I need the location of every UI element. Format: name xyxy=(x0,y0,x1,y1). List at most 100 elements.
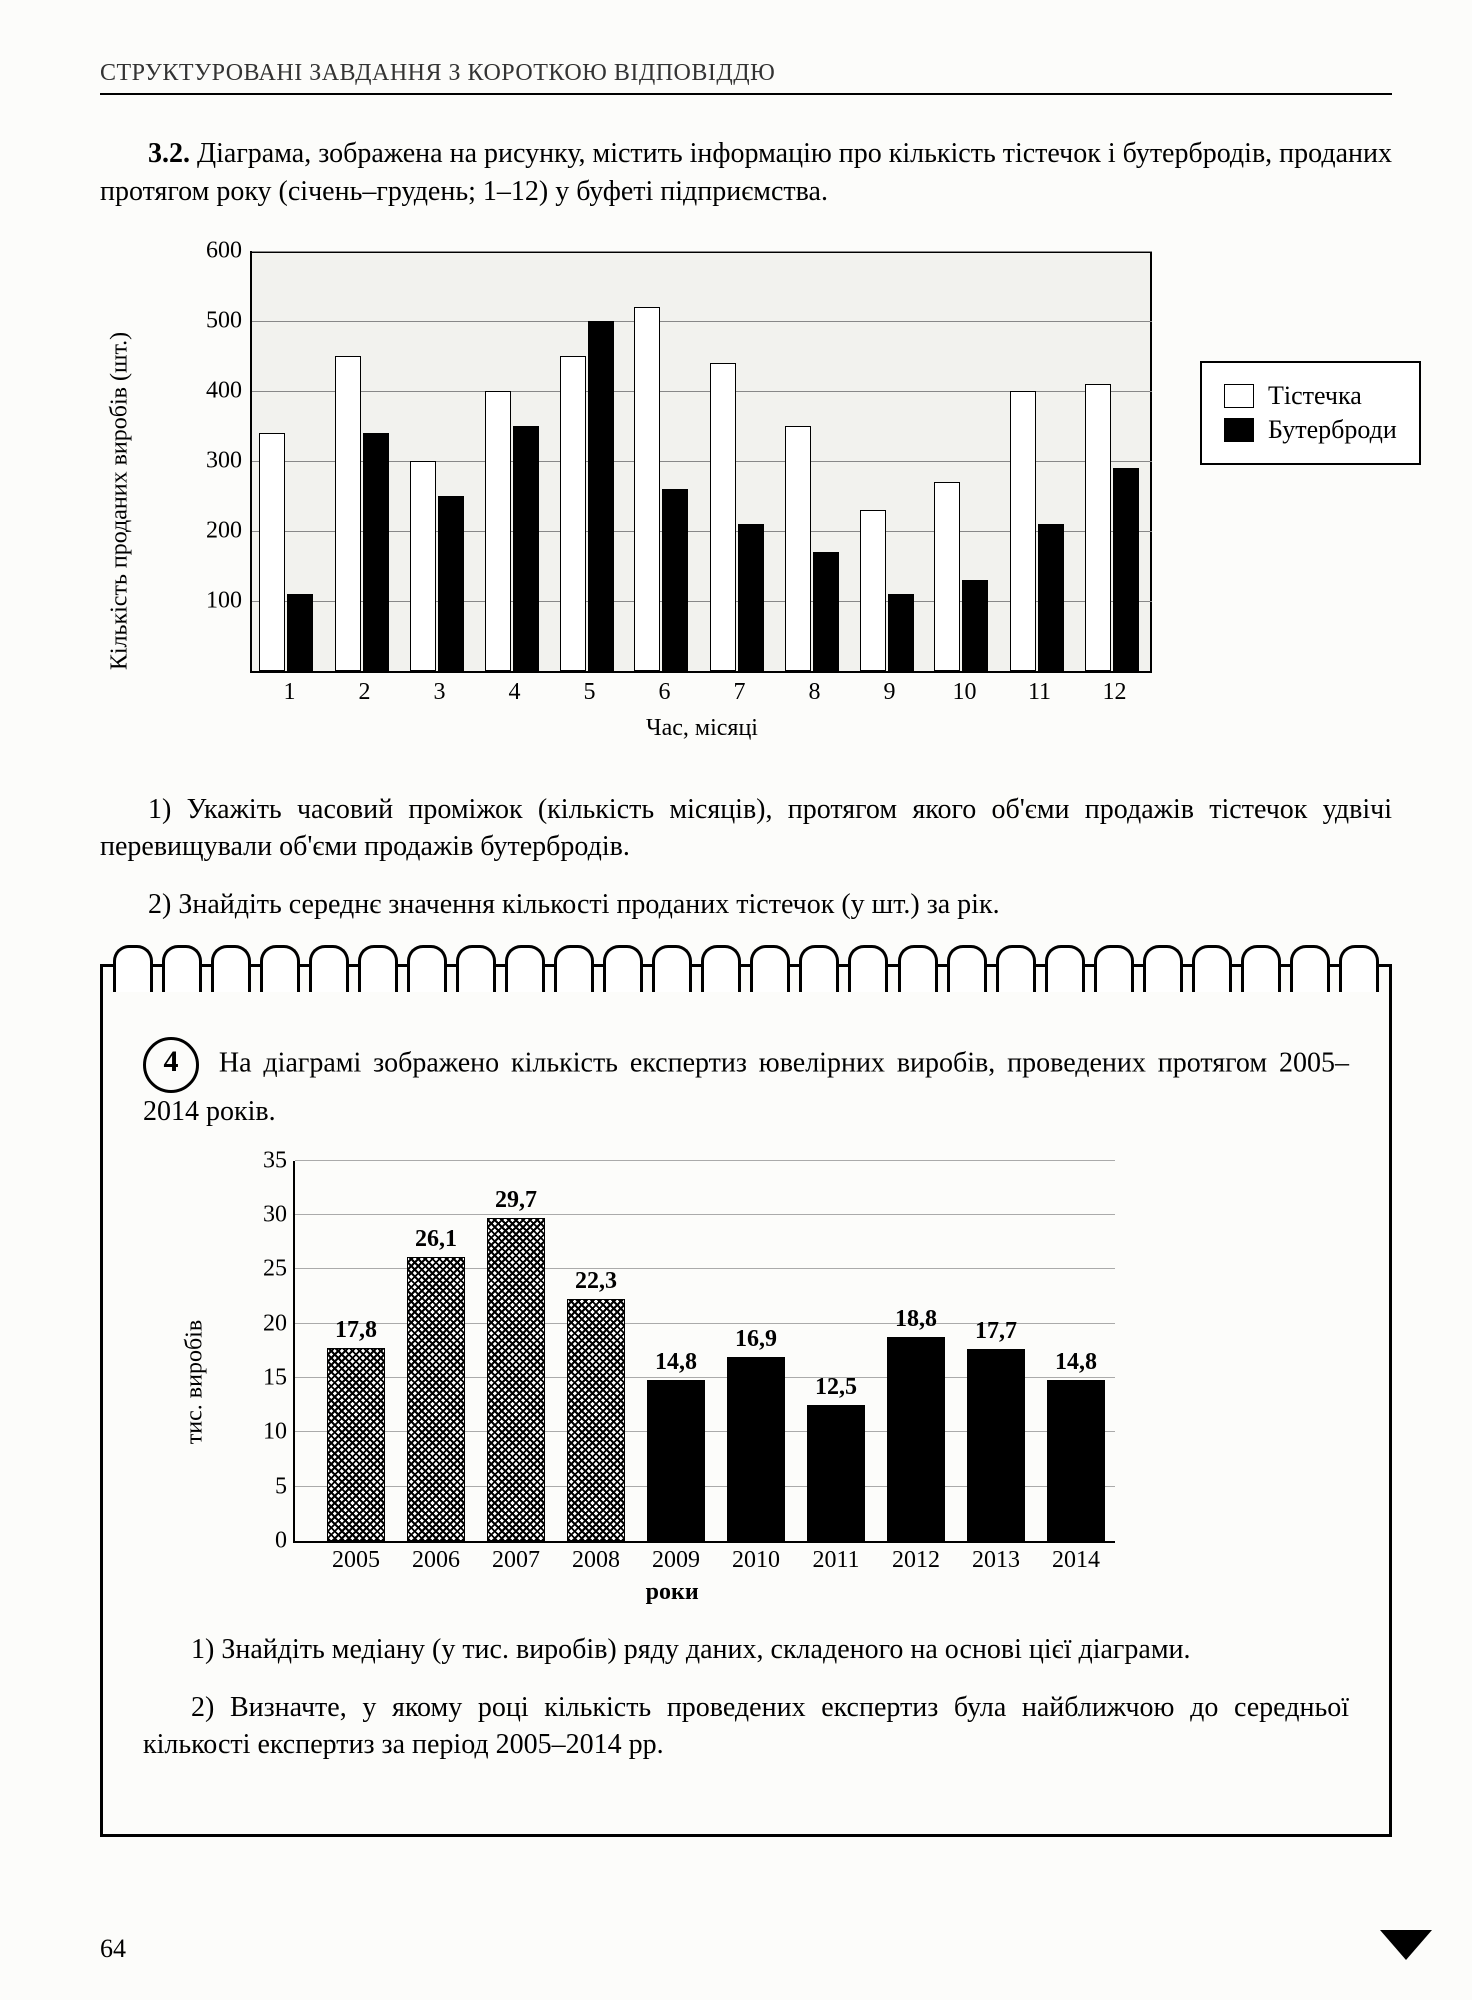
chart-2-xtick: 2007 xyxy=(492,1547,540,1574)
spiral-ring xyxy=(211,945,251,992)
spiral-ring xyxy=(603,945,643,992)
task-3-2-body: Діаграма, зображена на рисунку, містить … xyxy=(100,138,1392,207)
chart-1-ylabel: Кількість проданих виробів (шт.) xyxy=(107,331,134,669)
chart-2-xlabel: роки xyxy=(646,1579,699,1606)
chart-2-xtick: 2008 xyxy=(572,1547,620,1574)
spiral-ring xyxy=(848,945,888,992)
spiral-ring xyxy=(1290,945,1330,992)
spiral-ring xyxy=(407,945,447,992)
spiral-ring xyxy=(1241,945,1281,992)
spiral-ring xyxy=(750,945,790,992)
question-3-2-1: 1) Укажіть часовий проміжок (кількість м… xyxy=(100,791,1392,867)
spiral-ring xyxy=(1143,945,1183,992)
chart-2: тис. виробів роки 0510152025303517,82005… xyxy=(203,1161,1349,1621)
chart-1-ytick: 400 xyxy=(206,377,242,404)
chart-1-ytick: 100 xyxy=(206,587,242,614)
bar-buterbrody xyxy=(813,552,839,671)
chart-2-bar xyxy=(967,1349,1025,1541)
bar-tistechka xyxy=(410,461,436,671)
spiral-ring xyxy=(113,945,153,992)
bar-tistechka xyxy=(710,363,736,671)
bar-buterbrody xyxy=(287,594,313,671)
chart-1-xtick: 5 xyxy=(584,679,596,706)
bar-tistechka xyxy=(634,307,660,671)
spiral-ring xyxy=(309,945,349,992)
chart-2-ytick: 20 xyxy=(263,1310,287,1337)
bar-buterbrody xyxy=(1038,524,1064,671)
chart-2-xtick: 2009 xyxy=(652,1547,700,1574)
chart-1-xtick: 8 xyxy=(809,679,821,706)
bar-tistechka xyxy=(934,482,960,671)
page-header: СТРУКТУРОВАНІ ЗАВДАННЯ З КОРОТКОЮ ВІДПОВ… xyxy=(100,60,1392,87)
question-3-2-2: 2) Знайдіть середнє значення кількості п… xyxy=(100,886,1392,924)
chart-2-ylabel: тис. виробів xyxy=(182,1319,209,1443)
chart-1: Кількість проданих виробів (шт.) Час, мі… xyxy=(140,241,1392,761)
chart-2-xtick: 2010 xyxy=(732,1547,780,1574)
chart-1-xlabel: Час, місяці xyxy=(646,715,758,742)
chart-1-plot: Час, місяці 1002003004005006001234567891… xyxy=(250,251,1152,673)
chart-2-bar xyxy=(887,1337,945,1541)
chart-2-ytick: 35 xyxy=(263,1147,287,1174)
chart-2-xtick: 2005 xyxy=(332,1547,380,1574)
corner-triangle-icon xyxy=(1380,1930,1432,1960)
bar-buterbrody xyxy=(1113,468,1139,671)
spiral-ring xyxy=(1192,945,1232,992)
spiral-ring xyxy=(162,945,202,992)
spiral-ring xyxy=(1339,945,1379,992)
swatch-white xyxy=(1224,384,1254,408)
spiral-ring xyxy=(996,945,1036,992)
question-4-2: 2) Визначте, у якому році кількість пров… xyxy=(143,1689,1349,1765)
task-3-2-text: 3.2. Діаграма, зображена на рисунку, міс… xyxy=(100,135,1392,211)
chart-2-bar xyxy=(1047,1380,1105,1541)
bar-buterbrody xyxy=(588,321,614,671)
spiral-ring xyxy=(260,945,300,992)
chart-1-xtick: 10 xyxy=(953,679,977,706)
task-4-number: 4 xyxy=(143,1037,199,1093)
bar-tistechka xyxy=(259,433,285,671)
chart-2-value-label: 16,9 xyxy=(735,1326,777,1353)
chart-2-bar xyxy=(567,1299,625,1541)
legend-item-tistechka: Тістечка xyxy=(1224,381,1397,411)
header-rule xyxy=(100,93,1392,95)
spiral-ring xyxy=(701,945,741,992)
chart-1-xtick: 3 xyxy=(434,679,446,706)
bar-tistechka xyxy=(335,356,361,671)
page-number: 64 xyxy=(100,1934,126,1964)
chart-2-ytick: 5 xyxy=(275,1473,287,1500)
chart-1-xtick: 9 xyxy=(884,679,896,706)
legend-item-buterbrody: Бутерброди xyxy=(1224,415,1397,445)
chart-2-value-label: 17,8 xyxy=(335,1317,377,1344)
page: СТРУКТУРОВАНІ ЗАВДАННЯ З КОРОТКОЮ ВІДПОВ… xyxy=(0,0,1472,2000)
chart-1-xtick: 12 xyxy=(1103,679,1127,706)
bar-buterbrody xyxy=(438,496,464,671)
chart-1-xtick: 6 xyxy=(659,679,671,706)
bar-tistechka xyxy=(1010,391,1036,671)
chart-2-ytick: 25 xyxy=(263,1256,287,1283)
chart-2-plot: роки 0510152025303517,8200526,1200629,72… xyxy=(293,1161,1115,1543)
legend-label-1: Тістечка xyxy=(1268,381,1362,411)
chart-1-ytick: 500 xyxy=(206,307,242,334)
chart-2-ytick: 0 xyxy=(275,1527,287,1554)
chart-1-legend: Тістечка Бутерброди xyxy=(1200,361,1421,465)
chart-2-value-label: 17,7 xyxy=(975,1318,1017,1345)
chart-1-ytick: 200 xyxy=(206,517,242,544)
chart-2-value-label: 14,8 xyxy=(655,1349,697,1376)
chart-1-xtick: 2 xyxy=(359,679,371,706)
chart-2-bar xyxy=(407,1257,465,1540)
spiral-ring xyxy=(1045,945,1085,992)
chart-2-bar xyxy=(647,1380,705,1541)
bar-buterbrody xyxy=(662,489,688,671)
bar-tistechka xyxy=(1085,384,1111,671)
chart-1-xtick: 1 xyxy=(283,679,295,706)
bar-tistechka xyxy=(860,510,886,671)
chart-2-value-label: 29,7 xyxy=(495,1187,537,1214)
task-4-body: На діаграмі зображено кількість експерти… xyxy=(143,1047,1349,1127)
chart-2-ytick: 10 xyxy=(263,1419,287,1446)
chart-2-xtick: 2014 xyxy=(1052,1547,1100,1574)
bar-buterbrody xyxy=(513,426,539,671)
chart-2-bar xyxy=(327,1348,385,1541)
chart-2-value-label: 18,8 xyxy=(895,1306,937,1333)
task-3-2-number: 3.2. xyxy=(148,138,190,169)
swatch-black xyxy=(1224,418,1254,442)
chart-2-xtick: 2013 xyxy=(972,1547,1020,1574)
